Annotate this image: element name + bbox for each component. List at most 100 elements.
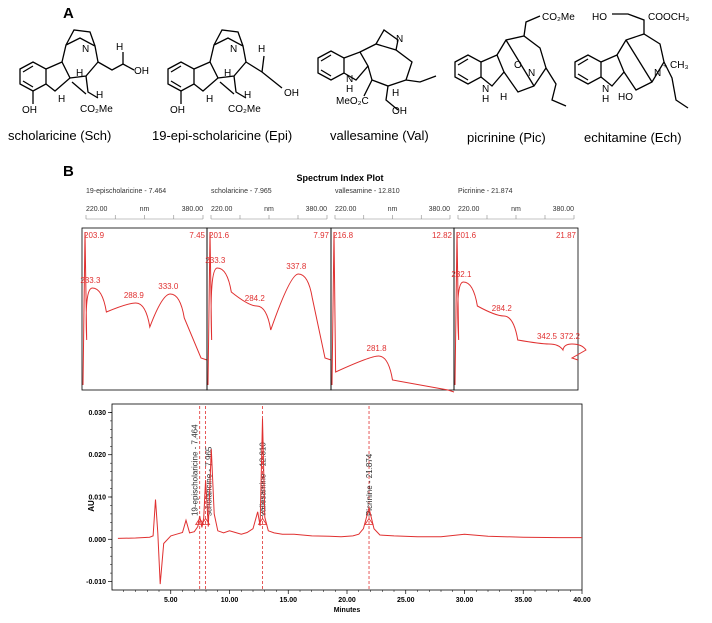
chromatogram-y-tick-label: 0.010 <box>88 495 106 502</box>
chromatogram-y-tick-label: 0.020 <box>88 452 106 459</box>
chromatogram-trace <box>117 418 582 585</box>
chromatogram-x-tick-label: 15.00 <box>279 597 297 604</box>
ech-atom-h-nh: H <box>602 94 609 105</box>
spectrum-xtick-label: 380.00 <box>306 206 328 213</box>
ech-atom-charge: + <box>663 63 667 70</box>
spectrum-xtick-label: 380.00 <box>429 206 451 213</box>
ech-atom-cooch3: COOCH₃ <box>648 12 689 23</box>
chromatogram-y-tick-label: 0.000 <box>88 537 106 544</box>
pic-atom-n-indole: N <box>482 84 489 95</box>
sch-atom-co2me: CO₂Me <box>80 104 113 115</box>
chromatogram-frame <box>111 403 583 591</box>
spectrum-panel-header: Picrinine - 21.874 <box>458 188 513 195</box>
pic-atom-h-nh: H <box>482 94 489 105</box>
spectrum-trace <box>454 231 587 386</box>
spectrum-peak-label: 281.8 <box>367 344 388 353</box>
panel-b-letter: B <box>63 163 74 180</box>
sch-atom-oh-chain: OH <box>134 66 149 77</box>
ech-atom-ch3: CH₃ <box>670 60 689 71</box>
spectrum-peak-label: 333.0 <box>158 282 179 291</box>
spectrum-axis-unit: nm <box>511 206 521 213</box>
sch-atom-h-upper: H <box>116 42 123 53</box>
chromatogram-y-tick-label: -0.010 <box>86 579 106 586</box>
compound-name-scholaricine: scholaricine (Sch) <box>8 128 112 143</box>
spectrum-axis-unit: nm <box>264 206 274 213</box>
spectrum-peak-label: 342.5 <box>537 332 558 341</box>
spectrum-peak-label: 233.3 <box>80 276 101 285</box>
spectrum-xtick-label: 220.00 <box>335 206 357 213</box>
peak-marker-label: 19-epischolaricine - 7.464 <box>191 424 200 516</box>
panel-a-letter: A <box>63 5 74 22</box>
val-atom-oh: OH <box>392 106 407 117</box>
spectrum-xtick-label: 220.00 <box>211 206 233 213</box>
ech-atom-n-indole: N <box>602 84 609 95</box>
chromatogram-x-axis-label: Minutes <box>334 607 361 614</box>
spectrum-title: Spectrum Index Plot <box>296 173 383 183</box>
chromatogram: AU Minutes 5.00 10.00 15.00 20.00 25.00 30.00… <box>86 403 591 614</box>
ech-atom-n-plus: N <box>654 68 661 79</box>
chromatogram-x-tick-label: 30.00 <box>456 597 474 604</box>
peak-marker-label: vallesamine - 12.810 <box>259 442 268 516</box>
pic-atom-h: H <box>500 92 507 103</box>
chromatogram-y-axis-label: AU <box>87 500 96 512</box>
structure-picrinine <box>454 15 567 107</box>
epi-atom-n: N <box>230 44 237 55</box>
chromatogram-x-tick-label: 20.00 <box>338 597 356 604</box>
spectrum-trace <box>207 231 332 386</box>
spectrum-trace <box>82 231 208 386</box>
chromatogram-x-tick-label: 25.00 <box>397 597 415 604</box>
chromatogram-x-tick-label: 35.00 <box>514 597 532 604</box>
chromatogram-x-tick-label: 10.00 <box>221 597 239 604</box>
spectrum-panel-frame <box>206 227 332 391</box>
pic-atom-n-bridge: N <box>528 68 535 79</box>
spectrum-end-label: 12.82 <box>432 231 453 240</box>
compound-name-echitamine: echitamine (Ech) <box>584 130 682 145</box>
spectrum-peak-label: 232.1 <box>451 270 472 279</box>
ech-atom-ho-top: HO <box>592 12 607 23</box>
epi-atom-h-ring: H <box>224 68 231 79</box>
val-atom-n-ring: N <box>396 34 403 45</box>
pic-atom-co2me: CO₂Me <box>542 12 575 23</box>
spectrum-panel-header: vallesamine - 12.810 <box>335 188 400 195</box>
compound-name-picrinine: picrinine (Pic) <box>467 130 546 145</box>
spectrum-trace <box>331 231 455 393</box>
epi-atom-co2me: CO₂Me <box>228 104 261 115</box>
val-atom-n-indole: N <box>346 74 353 85</box>
structure-echitamine <box>574 13 689 109</box>
compound-name-vallesamine: vallesamine (Val) <box>330 128 429 143</box>
val-atom-h-nh: H <box>346 84 353 95</box>
spectrum-start-label: 216.8 <box>333 231 354 240</box>
epi-atom-h-nh: H <box>206 94 213 105</box>
spectrum-xtick-label: 380.00 <box>182 206 204 213</box>
peak-marker-label: Picrinine - 21.874 <box>365 453 374 516</box>
compound-name-19-epi-scholaricine: 19-epi-scholaricine (Epi) <box>152 128 293 143</box>
spectrum-panel-frame <box>453 227 579 391</box>
ech-atom-ho-lower: HO <box>618 92 633 103</box>
peak-marker-triangle <box>364 517 374 525</box>
spectrum-start-label: 201.6 <box>209 231 230 240</box>
spectrum-end-label: 21.87 <box>556 231 577 240</box>
sch-atom-oh-ring: OH <box>22 105 37 116</box>
epi-atom-oh-chain: OH <box>284 88 299 99</box>
spectrum-panel-header: scholaricine - 7.965 <box>211 188 272 195</box>
spectrum-xtick-label: 380.00 <box>553 206 575 213</box>
spectrum-peak-label: 284.2 <box>245 294 266 303</box>
epi-atom-oh-ring: OH <box>170 105 185 116</box>
val-atom-h: H <box>392 88 399 99</box>
spectrum-index-plot: Spectrum Index Plot 19-epischolaricine -… <box>80 173 587 393</box>
spectrum-start-label: 203.9 <box>84 231 105 240</box>
spectrum-peak-label: 372.2 <box>560 332 581 341</box>
spectrum-peak-label: 233.3 <box>205 256 226 265</box>
sch-atom-h-nh: H <box>58 94 65 105</box>
sch-atom-n: N <box>82 44 89 55</box>
spectrum-panel-header: 19-epischolaricine - 7.464 <box>86 188 166 195</box>
spectrum-peak-label: 284.2 <box>492 304 513 313</box>
chemical-structures: N H OH H OH CO₂Me H H N H OH H OH CO₂Me … <box>19 12 689 117</box>
val-atom-meo2c: MeO₂C <box>336 96 369 107</box>
pic-atom-o: O <box>514 60 522 71</box>
structure-19-epi-scholaricine <box>167 29 283 104</box>
spectrum-peak-label: 288.9 <box>124 291 145 300</box>
structure-vallesamine <box>317 29 437 111</box>
chromatogram-x-tick-label: 5.00 <box>164 597 178 604</box>
peak-marker-triangle <box>194 517 205 525</box>
